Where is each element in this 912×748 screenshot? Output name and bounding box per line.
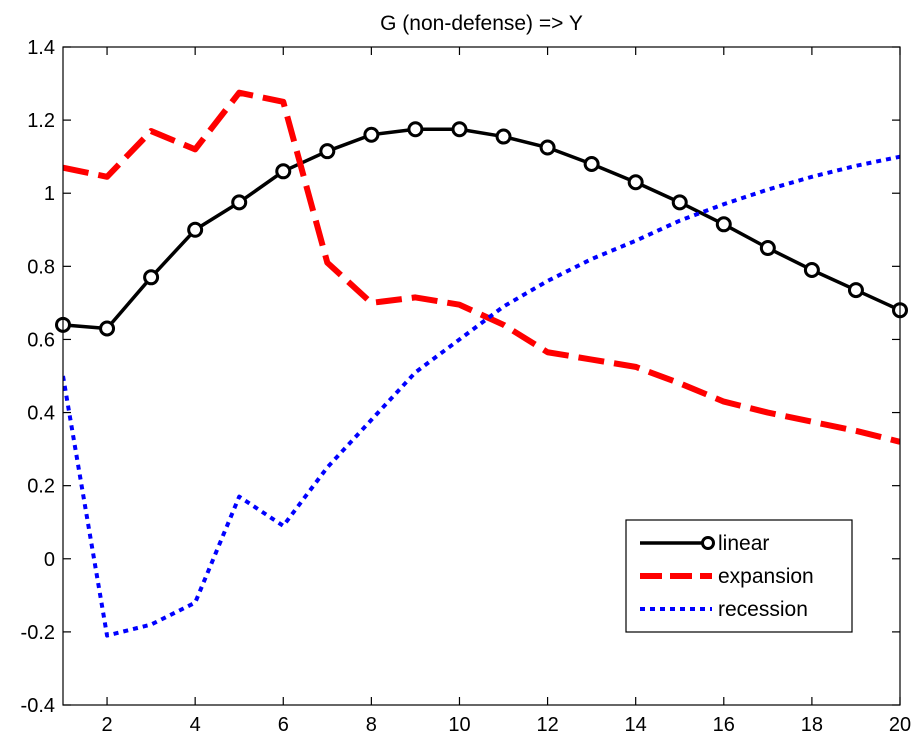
x-tick-label: 12 [536,714,558,736]
legend-label-recession: recession [718,598,808,621]
data-point-linear [803,261,820,278]
data-point-linear [451,121,468,138]
axes-frame [62,46,901,706]
data-point-linear [495,128,512,145]
data-point-linear [627,174,644,191]
y-tick-label: 1.2 [27,110,55,132]
x-tick-label: 18 [801,714,823,736]
y-tick-label: -0.4 [21,695,55,717]
data-point-linear [363,126,380,143]
data-point-linear [715,216,732,233]
x-tick-label: 10 [448,714,470,736]
x-tick-label: 14 [625,714,647,736]
legend-marker-linear [701,536,715,550]
y-tick-label: 1.4 [27,37,55,59]
legend-label-expansion: expansion [718,565,814,588]
data-point-linear [231,194,248,211]
y-tick-label: -0.2 [21,622,55,644]
axes: 2 4 6 8 10 12 14 16 18 20 -0.4 -0.2 0 0.2 0.4 0.6 0.8 1 1.… [21,37,912,736]
data-point-linear [319,143,336,160]
x-tick-label: 8 [366,714,377,736]
plot-area [55,89,908,638]
x-tick-label: 6 [278,714,289,736]
y-tick-label: 0.8 [27,256,55,278]
series-line-recession [63,154,900,638]
series-line-expansion [63,89,900,445]
x-tick-label: 20 [889,714,911,736]
data-point-linear [583,155,600,172]
x-tick-label: 16 [713,714,735,736]
data-point-linear [759,240,776,257]
y-tick-label: 0.2 [27,476,55,498]
legend-label-linear: linear [718,532,769,555]
chart-title: G (non-defense) => Y [380,12,583,35]
data-point-linear [143,269,160,286]
data-point-linear [275,163,292,180]
y-tick-label: 0.4 [27,403,55,425]
y-tick-label: 1 [44,183,55,205]
legend-box [625,519,853,633]
y-tick-label: 0 [44,549,55,571]
y-tick-label: 0.6 [27,329,55,351]
data-point-linear [187,221,204,238]
x-tick-label: 2 [101,714,112,736]
data-point-linear [407,121,424,138]
data-point-linear [99,320,116,337]
legend: linear expansion recession [625,519,853,633]
data-point-linear [539,139,556,156]
series-line-linear [63,127,900,331]
data-point-linear [671,194,688,211]
data-point-linear [847,282,864,299]
x-tick-label: 4 [190,714,201,736]
